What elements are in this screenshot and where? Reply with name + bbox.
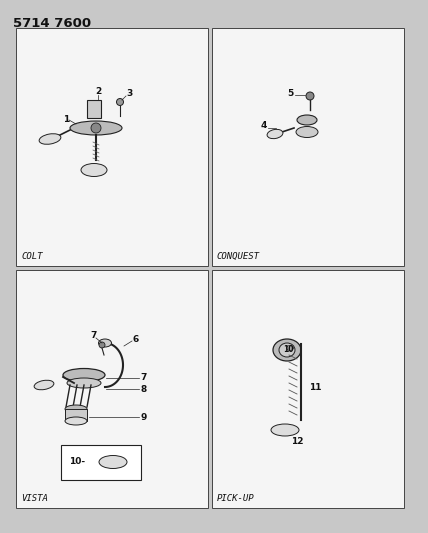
Text: 12: 12 — [291, 438, 303, 447]
Text: 9: 9 — [141, 413, 147, 422]
Text: 10-: 10- — [69, 457, 85, 466]
Bar — [212, 28, 404, 266]
Text: 2: 2 — [95, 87, 101, 96]
Ellipse shape — [286, 345, 294, 351]
Text: 6: 6 — [133, 335, 139, 343]
Ellipse shape — [279, 343, 295, 357]
Ellipse shape — [267, 130, 283, 139]
Ellipse shape — [306, 92, 314, 100]
Bar — [87, 100, 101, 118]
Text: 4: 4 — [261, 122, 267, 131]
Text: COLT: COLT — [21, 252, 42, 261]
Ellipse shape — [273, 339, 301, 361]
Bar — [16, 270, 208, 508]
Ellipse shape — [65, 405, 87, 413]
Ellipse shape — [297, 115, 317, 125]
Ellipse shape — [98, 339, 112, 347]
Text: 1: 1 — [63, 116, 69, 125]
Text: 7: 7 — [141, 374, 147, 383]
Text: CONQUEST: CONQUEST — [217, 252, 260, 261]
Text: 7: 7 — [91, 330, 97, 340]
Text: 5714 7600: 5714 7600 — [13, 17, 91, 30]
Ellipse shape — [81, 164, 107, 176]
Text: PICK-UP: PICK-UP — [217, 494, 255, 503]
Ellipse shape — [65, 417, 87, 425]
Ellipse shape — [70, 121, 122, 135]
Ellipse shape — [34, 380, 54, 390]
Bar — [16, 28, 208, 266]
Text: 5: 5 — [287, 90, 293, 99]
Ellipse shape — [296, 126, 318, 138]
Text: 10: 10 — [283, 345, 293, 354]
Ellipse shape — [99, 342, 105, 348]
Text: 3: 3 — [127, 90, 133, 99]
Ellipse shape — [99, 456, 127, 469]
Ellipse shape — [39, 134, 61, 144]
Ellipse shape — [91, 123, 101, 133]
Text: 8: 8 — [141, 384, 147, 393]
Ellipse shape — [63, 368, 105, 382]
Ellipse shape — [116, 99, 124, 106]
Ellipse shape — [271, 424, 299, 436]
Text: 11: 11 — [309, 384, 321, 392]
Bar — [65, 409, 87, 421]
Text: VISTA: VISTA — [21, 494, 48, 503]
Bar — [212, 270, 404, 508]
Ellipse shape — [67, 378, 101, 388]
Bar — [61, 445, 141, 480]
